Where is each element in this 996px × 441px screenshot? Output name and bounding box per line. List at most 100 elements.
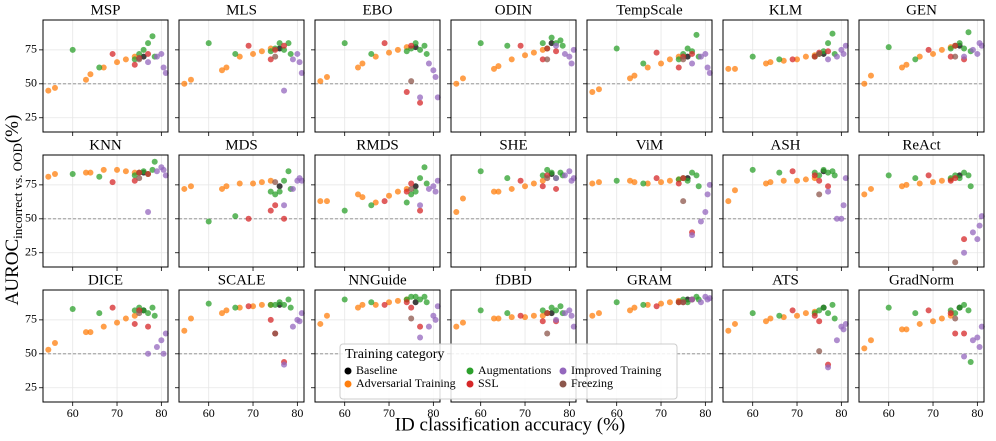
data-point [87, 169, 94, 176]
panel-title: DICE [88, 272, 123, 288]
data-point [912, 175, 919, 182]
data-point [952, 330, 959, 337]
data-point [802, 310, 809, 317]
panel-title: MSP [90, 2, 120, 18]
data-point [976, 344, 983, 351]
data-point [87, 329, 94, 336]
data-point [517, 312, 524, 319]
data-point [153, 53, 160, 60]
data-point [136, 310, 143, 317]
data-point [780, 177, 787, 184]
data-point [833, 215, 840, 222]
data-point [250, 50, 257, 57]
panel-frame [858, 289, 985, 403]
data-point [749, 166, 756, 173]
data-point [903, 181, 910, 188]
legend-label: SSL [478, 376, 499, 390]
data-point [258, 48, 265, 55]
data-point [69, 171, 76, 178]
data-point [967, 358, 974, 365]
data-point [666, 177, 673, 184]
data-point [368, 299, 375, 306]
panel-title: GEN [906, 2, 937, 18]
data-point [131, 177, 138, 184]
data-point [417, 323, 424, 330]
data-point [566, 53, 573, 60]
data-point [697, 218, 704, 225]
panel-title: SCALE [218, 272, 266, 288]
panel-title: SHE [499, 137, 527, 153]
data-point [626, 75, 633, 82]
data-point [548, 34, 555, 41]
data-point [589, 88, 596, 95]
data-point [281, 202, 288, 209]
data-point [776, 169, 783, 176]
data-point [341, 207, 348, 214]
data-point [548, 40, 555, 47]
data-point [613, 177, 620, 184]
data-point [381, 40, 388, 47]
data-point [136, 169, 143, 176]
data-point [825, 188, 832, 195]
data-point [767, 59, 774, 66]
data-point [704, 191, 711, 198]
y-tick-label: 75 [25, 42, 37, 56]
data-point [412, 188, 419, 195]
data-point [453, 209, 460, 216]
data-point [956, 304, 963, 311]
data-point [680, 198, 687, 205]
x-tick-label: 60 [883, 406, 895, 420]
data-point [965, 172, 972, 179]
data-point [916, 320, 923, 327]
data-point [825, 310, 832, 317]
data-point [974, 236, 981, 243]
data-point [802, 53, 809, 60]
data-point [930, 50, 937, 57]
data-point [359, 194, 366, 201]
y-label-main: AUROC [2, 239, 23, 306]
data-point [267, 301, 274, 308]
panel-frame [178, 289, 305, 403]
data-point [697, 53, 704, 60]
data-point [408, 315, 415, 322]
data-point [403, 188, 410, 195]
data-point [553, 307, 560, 314]
x-tick-label: 70 [519, 406, 531, 420]
data-point [122, 315, 129, 322]
data-point [816, 348, 823, 355]
data-point [831, 315, 838, 322]
data-point [131, 320, 138, 327]
data-point [816, 172, 823, 179]
data-point [867, 185, 874, 192]
data-point [925, 307, 932, 314]
data-point [45, 346, 52, 353]
data-point [100, 166, 107, 173]
data-point [490, 65, 497, 72]
data-point [495, 188, 502, 195]
data-point [412, 293, 419, 300]
data-point [731, 187, 738, 194]
data-point [267, 188, 274, 195]
data-point [548, 169, 555, 176]
data-point [816, 307, 823, 314]
data-point [916, 180, 923, 187]
data-point [69, 306, 76, 313]
data-point [417, 334, 424, 341]
data-point [267, 316, 274, 323]
data-point [236, 180, 243, 187]
data-point [453, 80, 460, 87]
data-point [689, 60, 696, 67]
data-point [272, 202, 279, 209]
y-tick-label: 75 [25, 312, 37, 326]
data-point [45, 173, 52, 180]
data-point [903, 61, 910, 68]
data-point [158, 337, 165, 344]
data-point [675, 56, 682, 63]
data-point [434, 94, 441, 101]
data-point [114, 166, 121, 173]
x-tick-label: 80 [699, 406, 711, 420]
data-point [145, 350, 152, 357]
data-point [403, 299, 410, 306]
data-point [595, 179, 602, 186]
data-point [285, 168, 292, 175]
